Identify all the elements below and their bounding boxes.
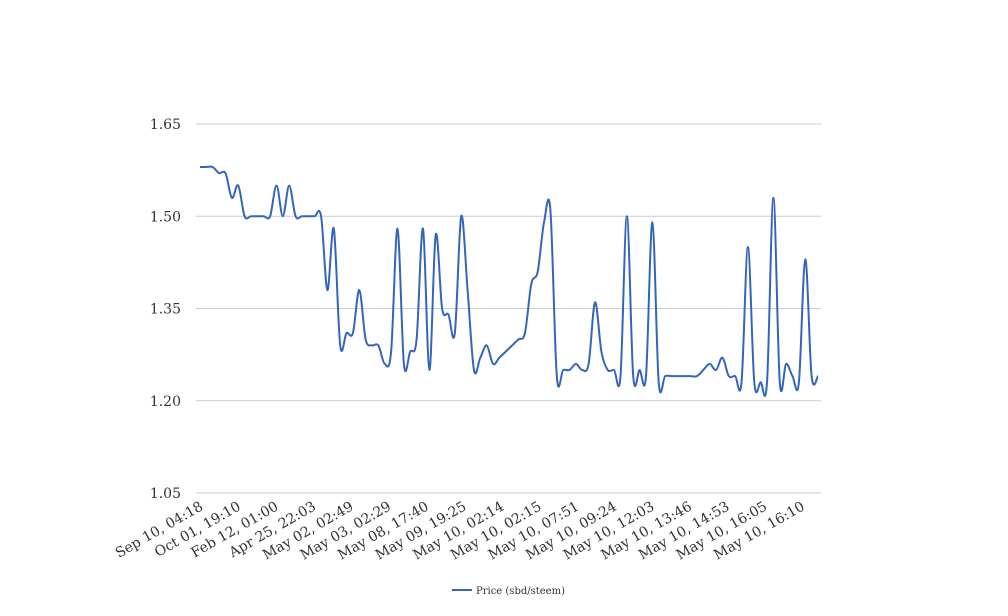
data-point[interactable] — [374, 341, 382, 349]
data-point[interactable] — [234, 182, 242, 190]
data-point[interactable] — [419, 225, 427, 233]
data-point[interactable] — [413, 335, 421, 343]
data-point[interactable] — [445, 311, 453, 319]
data-point[interactable] — [801, 255, 809, 263]
data-point[interactable] — [222, 169, 230, 177]
y-axis: 1.05 1.20 1.35 1.50 1.65 — [150, 117, 181, 502]
data-point[interactable] — [629, 372, 637, 380]
data-point[interactable] — [400, 360, 408, 368]
data-point[interactable] — [362, 335, 370, 343]
data-point[interactable] — [266, 212, 274, 220]
data-point[interactable] — [285, 182, 293, 190]
data-point[interactable] — [814, 372, 822, 380]
data-point[interactable] — [406, 348, 414, 356]
data-point[interactable] — [540, 218, 548, 226]
data-point[interactable] — [470, 366, 478, 374]
data-point[interactable] — [483, 341, 491, 349]
data-point[interactable] — [744, 243, 752, 251]
data-point[interactable] — [495, 354, 503, 362]
data-point[interactable] — [279, 212, 287, 220]
data-point[interactable] — [349, 329, 357, 337]
data-point[interactable] — [738, 378, 746, 386]
gridlines — [196, 123, 821, 494]
data-point[interactable] — [776, 378, 784, 386]
data-point[interactable] — [323, 286, 331, 294]
data-point[interactable] — [591, 298, 599, 306]
data-point[interactable] — [636, 366, 644, 374]
legend-label-price: Price (sbd/steem) — [476, 586, 565, 597]
data-point[interactable] — [457, 212, 465, 220]
data-point[interactable] — [438, 305, 446, 313]
data-point[interactable] — [527, 280, 535, 288]
data-point[interactable] — [387, 348, 395, 356]
data-point[interactable] — [394, 225, 402, 233]
data-point[interactable] — [642, 372, 650, 380]
legend[interactable]: Price (sbd/steem) — [452, 586, 565, 597]
data-point[interactable] — [521, 329, 529, 337]
data-point[interactable] — [789, 372, 797, 380]
data-point[interactable] — [330, 225, 338, 233]
y-tick-label: 1.50 — [150, 209, 181, 225]
data-point[interactable] — [336, 341, 344, 349]
data-point[interactable] — [228, 194, 236, 202]
data-point[interactable] — [706, 360, 714, 368]
data-point[interactable] — [699, 366, 707, 374]
data-point[interactable] — [763, 378, 771, 386]
data-point[interactable] — [317, 212, 325, 220]
data-point[interactable] — [355, 286, 363, 294]
data-point[interactable] — [432, 231, 440, 239]
y-tick-label: 1.05 — [150, 486, 181, 502]
data-point[interactable] — [534, 268, 542, 276]
data-point[interactable] — [273, 182, 281, 190]
data-point[interactable] — [585, 360, 593, 368]
data-point[interactable] — [464, 286, 472, 294]
series-line-price — [200, 165, 819, 397]
data-point[interactable] — [572, 360, 580, 368]
y-tick-label: 1.65 — [150, 117, 181, 133]
data-point[interactable] — [502, 348, 510, 356]
data-point[interactable] — [476, 354, 484, 362]
data-point[interactable] — [718, 354, 726, 362]
data-point[interactable] — [617, 372, 625, 380]
data-point[interactable] — [566, 366, 574, 374]
data-point[interactable] — [731, 372, 739, 380]
data-point[interactable] — [489, 360, 497, 368]
data-point[interactable] — [712, 366, 720, 374]
data-point[interactable] — [515, 335, 523, 343]
data-point[interactable] — [782, 360, 790, 368]
data-point[interactable] — [508, 341, 516, 349]
data-point[interactable] — [655, 378, 663, 386]
y-tick-label: 1.20 — [150, 394, 181, 410]
data-point[interactable] — [769, 194, 777, 202]
data-point[interactable] — [546, 206, 554, 214]
data-point[interactable] — [209, 163, 217, 171]
data-point[interactable] — [610, 366, 618, 374]
data-point[interactable] — [381, 360, 389, 368]
data-point[interactable] — [623, 212, 631, 220]
data-point[interactable] — [425, 366, 433, 374]
data-point[interactable] — [693, 372, 701, 380]
data-point[interactable] — [451, 329, 459, 337]
data-point[interactable] — [648, 218, 656, 226]
plot-area — [200, 163, 822, 397]
data-point[interactable] — [578, 366, 586, 374]
data-point[interactable] — [795, 378, 803, 386]
data-point[interactable] — [553, 372, 561, 380]
y-tick-label: 1.35 — [150, 302, 181, 318]
data-point[interactable] — [597, 348, 605, 356]
